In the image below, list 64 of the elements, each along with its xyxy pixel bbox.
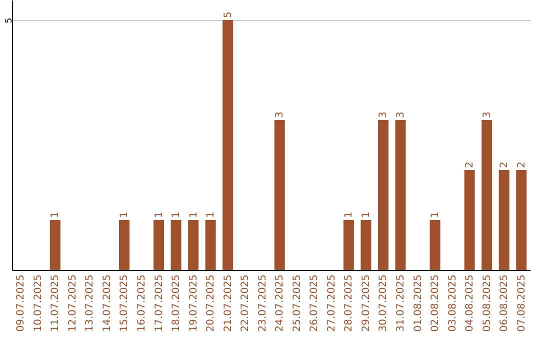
bar: [464, 170, 475, 270]
x-tick-label: 16.07.2025: [136, 274, 148, 332]
data-label: 1: [50, 212, 62, 218]
bar: [222, 20, 234, 270]
x-tick-label: 10.07.2025: [32, 274, 44, 332]
x-tick-label: 09.07.2025: [16, 274, 27, 332]
data-label: 3: [396, 112, 406, 118]
x-tick-label: 26.07.2025: [309, 274, 320, 332]
bar: [188, 220, 199, 270]
data-label: 3: [378, 112, 390, 118]
bar: [274, 120, 285, 270]
bar: [395, 120, 406, 270]
x-tick-label: 25.07.2025: [292, 274, 303, 332]
bar: [154, 220, 164, 270]
bar: [482, 120, 492, 270]
x-tick-label: 17.07.2025: [154, 274, 165, 332]
data-label: 1: [344, 212, 355, 218]
x-tick-label: 24.07.2025: [274, 274, 286, 332]
x-tick-label: 05.08.2025: [482, 274, 493, 332]
x-tick-label: 20.07.2025: [206, 274, 217, 332]
data-label: 3: [482, 112, 493, 118]
bar: [360, 220, 372, 270]
x-tick-label: 15.07.2025: [119, 274, 130, 332]
data-label: 1: [154, 212, 165, 218]
bar: [343, 220, 354, 270]
bar: [50, 220, 60, 270]
data-label: 2: [516, 162, 528, 168]
data-label: 1: [119, 212, 130, 218]
data-label: 1: [360, 212, 372, 218]
x-tick-label: 31.07.2025: [396, 274, 406, 332]
data-label: 2: [499, 162, 510, 168]
bar: [430, 220, 440, 270]
bar: [118, 220, 130, 270]
data-label: 2: [464, 162, 476, 168]
x-tick-label: 07.08.2025: [516, 274, 528, 332]
x-tick-label: 23.07.2025: [257, 274, 268, 332]
data-label: 1: [171, 212, 182, 218]
x-tick-label: 30.07.2025: [378, 274, 390, 332]
data-label: 1: [188, 212, 200, 218]
x-tick-label: 28.07.2025: [344, 274, 355, 332]
x-tick-label: 06.08.2025: [499, 274, 510, 332]
data-label: 5: [222, 12, 234, 18]
x-tick-label: 03.08.2025: [447, 274, 458, 332]
x-tick-label: 19.07.2025: [188, 274, 200, 332]
x-tick-label: 21.07.2025: [222, 274, 234, 332]
x-tick-label: 14.07.2025: [102, 274, 113, 332]
x-tick-label: 13.07.2025: [84, 274, 96, 332]
x-tick-label: 12.07.2025: [67, 274, 78, 332]
bar: [498, 170, 510, 270]
bar: [378, 120, 388, 270]
data-label: 3: [274, 112, 286, 118]
x-tick-label: 01.08.2025: [412, 274, 424, 332]
x-tick-label: 18.07.2025: [171, 274, 182, 332]
data-label: 1: [206, 212, 217, 218]
bar: [205, 220, 216, 270]
bar: [170, 220, 182, 270]
x-tick-label: 11.07.2025: [50, 274, 62, 332]
x-tick-label: 02.08.2025: [430, 274, 442, 332]
bar: [516, 170, 527, 270]
x-tick-label: 27.07.2025: [326, 274, 338, 332]
x-tick-label: 04.08.2025: [464, 274, 476, 332]
x-tick-label: 22.07.2025: [240, 274, 252, 332]
data-label: 1: [430, 212, 442, 218]
x-tick-label: 29.07.2025: [360, 274, 372, 332]
